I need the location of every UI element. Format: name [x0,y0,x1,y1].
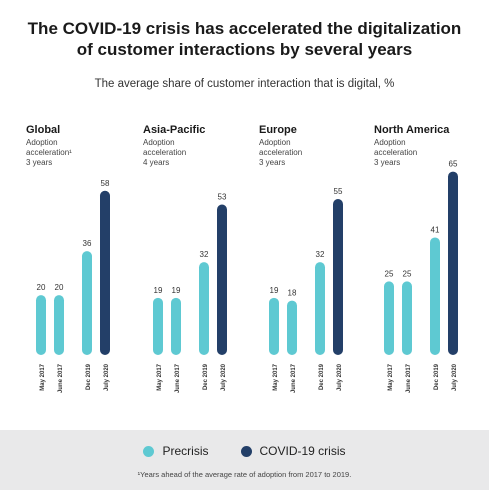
data-label: 25 [385,269,394,278]
data-label: 25 [403,269,412,278]
tick-label: July 2020 [337,363,343,391]
footer-panel [0,430,489,490]
region-note-europe: Adoption [259,138,291,147]
legend-item-precrisis: Precrisis [143,444,209,458]
tick-label: May 2017 [273,363,279,390]
data-label: 36 [83,239,92,248]
bar [36,295,46,355]
data-label: 32 [200,250,209,259]
region-note-asia-pacific: 4 years [143,158,169,167]
bar [82,251,92,355]
region-note-europe: 3 years [259,158,285,167]
bar [100,190,110,355]
legend-swatch-precrisis [143,445,155,457]
region-note-europe: acceleration [259,148,302,157]
bar [384,281,394,355]
legend-label-covid: COVID-19 crisis [259,444,346,458]
bar [448,171,458,355]
tick-label: June 2017 [291,363,297,393]
region-note-north-america: 3 years [374,158,400,167]
bar [269,297,279,355]
tick-label: Dec 2019 [203,363,209,390]
bar [153,297,163,355]
tick-label: May 2017 [388,363,394,390]
tick-label: July 2020 [104,363,110,391]
region-note-asia-pacific: acceleration [143,148,186,157]
data-label: 19 [270,286,279,295]
region-note-global: Adoption [26,138,58,147]
data-label: 55 [334,187,343,196]
legend: Precrisis COVID-19 crisis [0,444,489,458]
legend-label-precrisis: Precrisis [162,444,209,458]
legend-item-covid: COVID-19 crisis [240,444,346,458]
region-note-north-america: Adoption [374,138,406,147]
chart-subtitle: The average share of customer interactio… [94,78,395,90]
data-label: 19 [172,286,181,295]
tick-label: June 2017 [406,363,412,393]
data-label: 65 [449,160,458,169]
region-note-global: acceleration¹ [26,148,72,157]
bar [315,262,325,355]
data-label: 20 [55,283,64,292]
region-title-north-america: North America [374,124,450,136]
bar [217,204,227,355]
bar [402,281,412,355]
footnote: ¹Years ahead of the average rate of adop… [137,470,352,479]
tick-label: June 2017 [175,363,181,393]
tick-label: Dec 2019 [319,363,325,390]
data-label: 20 [37,283,46,292]
tick-label: Dec 2019 [434,363,440,390]
bar [171,297,181,355]
tick-label: May 2017 [40,363,46,390]
data-label: 18 [288,289,297,298]
data-label: 32 [316,250,325,259]
region-title-asia-pacific: Asia-Pacific [143,124,205,136]
bar [199,262,209,355]
bar [430,237,440,355]
region-title-europe: Europe [259,124,297,136]
bar [333,199,343,355]
bar [287,300,297,355]
data-label: 19 [154,286,163,295]
region-note-global: 3 years [26,158,52,167]
region-note-north-america: acceleration [374,148,417,157]
data-label: 53 [218,193,227,202]
tick-label: June 2017 [58,363,64,393]
data-label: 58 [101,179,110,188]
data-label: 41 [431,225,440,234]
region-note-asia-pacific: Adoption [143,138,175,147]
region-title-global: Global [26,124,60,136]
legend-swatch-covid [240,445,252,457]
tick-label: Dec 2019 [86,363,92,390]
bar [54,295,64,355]
tick-label: May 2017 [157,363,163,390]
tick-label: July 2020 [221,363,227,391]
tick-label: July 2020 [452,363,458,391]
chart-title: The COVID-19 crisis has accelerated the … [27,19,462,59]
